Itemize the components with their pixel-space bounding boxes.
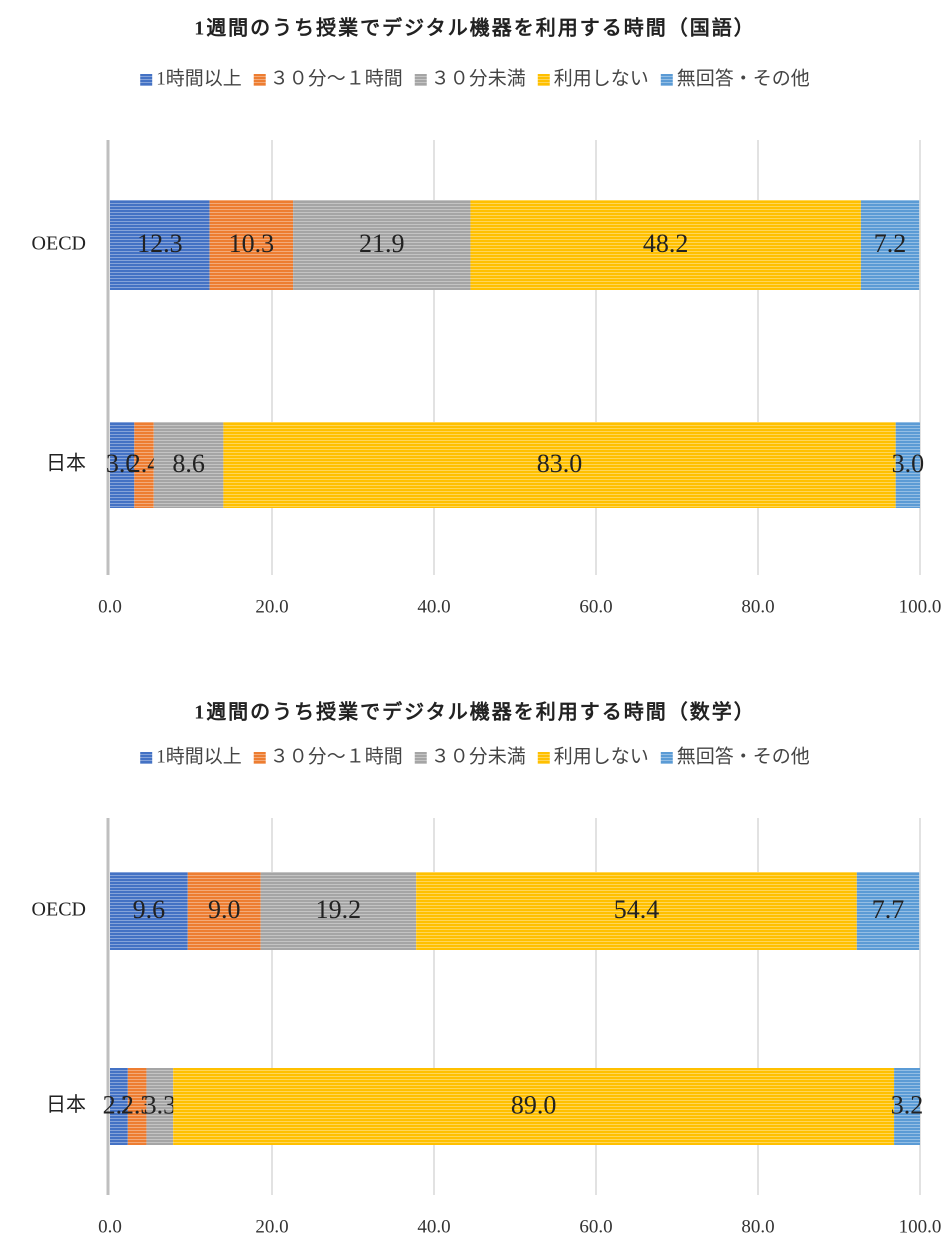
bar-segment (110, 422, 135, 508)
bar-segment (470, 200, 861, 290)
x-tick-label: 60.0 (579, 1216, 612, 1237)
x-tick-label: 0.0 (98, 596, 122, 617)
x-tick-label: 60.0 (579, 596, 612, 617)
x-tick-label: 100.0 (899, 596, 942, 617)
data-label: 3.0 (106, 449, 139, 478)
legend-swatch (253, 752, 266, 764)
legend-item: 利用しない (537, 67, 649, 89)
data-label: 10.3 (229, 229, 275, 258)
data-label: 54.4 (614, 895, 660, 924)
legend-label: ３０分～１時間 (270, 67, 403, 89)
y-tick-label: OECD (32, 899, 86, 921)
bar-segment (209, 200, 294, 290)
x-tick-label: 0.0 (98, 1216, 122, 1237)
x-tick-label: 20.0 (255, 1216, 288, 1237)
legend-item: ３０分～１時間 (253, 67, 403, 89)
legend-swatch (414, 74, 427, 86)
data-label: 19.2 (316, 895, 362, 924)
data-label: 83.0 (537, 449, 583, 478)
chart-title: 1週間のうち授業でデジタル機器を利用する時間（数学） (194, 700, 756, 724)
bar-segment (127, 1068, 147, 1145)
bar-segment (895, 422, 920, 508)
legend-item: 無回答・その他 (660, 67, 810, 89)
legend-label: ３０分～１時間 (270, 745, 403, 767)
x-tick-label: 100.0 (899, 1216, 942, 1237)
legend-swatch (537, 752, 550, 764)
x-tick-label: 80.0 (741, 596, 774, 617)
bar-segment (223, 422, 896, 508)
data-label: 89.0 (511, 1090, 557, 1119)
legend-label: 1時間以上 (156, 67, 242, 89)
legend-swatch (140, 752, 153, 764)
legend-swatch (253, 74, 266, 86)
bar-segment (293, 200, 471, 290)
legend-label: 無回答・その他 (677, 745, 810, 767)
data-label: 7.2 (874, 229, 907, 258)
legend-item: 無回答・その他 (660, 745, 810, 767)
bar-segment (416, 872, 857, 950)
data-label: 3.2 (891, 1090, 924, 1119)
legend-item: 利用しない (537, 745, 649, 767)
legend-label: ３０分未満 (431, 745, 526, 767)
legend-item: ３０分未満 (414, 745, 526, 767)
legend-label: 無回答・その他 (677, 67, 810, 89)
bar-segment (110, 200, 210, 290)
legend-item: ３０分未満 (414, 67, 526, 89)
bar-segment (153, 422, 224, 508)
legend-swatch (660, 752, 673, 764)
legend-swatch (537, 74, 550, 86)
legend-label: 1時間以上 (156, 745, 242, 767)
legend-swatch (660, 74, 673, 86)
y-tick-label: 日本 (46, 452, 86, 475)
data-label: 48.2 (643, 229, 689, 258)
y-tick-label: 日本 (46, 1093, 86, 1116)
data-label: 9.0 (208, 895, 241, 924)
bar-segment (860, 200, 920, 290)
data-label: 8.6 (172, 449, 205, 478)
legend-item: 1時間以上 (140, 67, 242, 89)
bar-segment (187, 872, 261, 950)
legend-label: ３０分未満 (431, 67, 526, 89)
bar-segment (894, 1068, 920, 1145)
bar-segment (260, 872, 417, 950)
x-tick-label: 40.0 (417, 596, 450, 617)
bar-segment (146, 1068, 174, 1145)
data-label: 3.0 (892, 449, 925, 478)
bar-segment (134, 422, 154, 508)
bar-segment (856, 872, 920, 950)
legend-swatch (414, 752, 427, 764)
data-label: 21.9 (359, 229, 405, 258)
bar-segment (110, 872, 188, 950)
legend-label: 利用しない (554, 745, 649, 767)
legend-item: ３０分～１時間 (253, 745, 403, 767)
bar-segment (110, 1068, 128, 1145)
legend-item: 1時間以上 (140, 745, 242, 767)
data-label: 12.3 (137, 229, 183, 258)
data-label: 7.7 (872, 895, 905, 924)
chart-title: 1週間のうち授業でデジタル機器を利用する時間（国語） (194, 16, 756, 40)
legend-swatch (140, 74, 153, 86)
legend-label: 利用しない (554, 67, 649, 89)
x-tick-label: 20.0 (255, 596, 288, 617)
data-label: 9.6 (133, 895, 166, 924)
bar-segment (173, 1068, 895, 1145)
x-tick-label: 80.0 (741, 1216, 774, 1237)
data-label: 3.3 (144, 1090, 177, 1119)
x-tick-label: 40.0 (417, 1216, 450, 1237)
y-tick-label: OECD (32, 233, 86, 255)
